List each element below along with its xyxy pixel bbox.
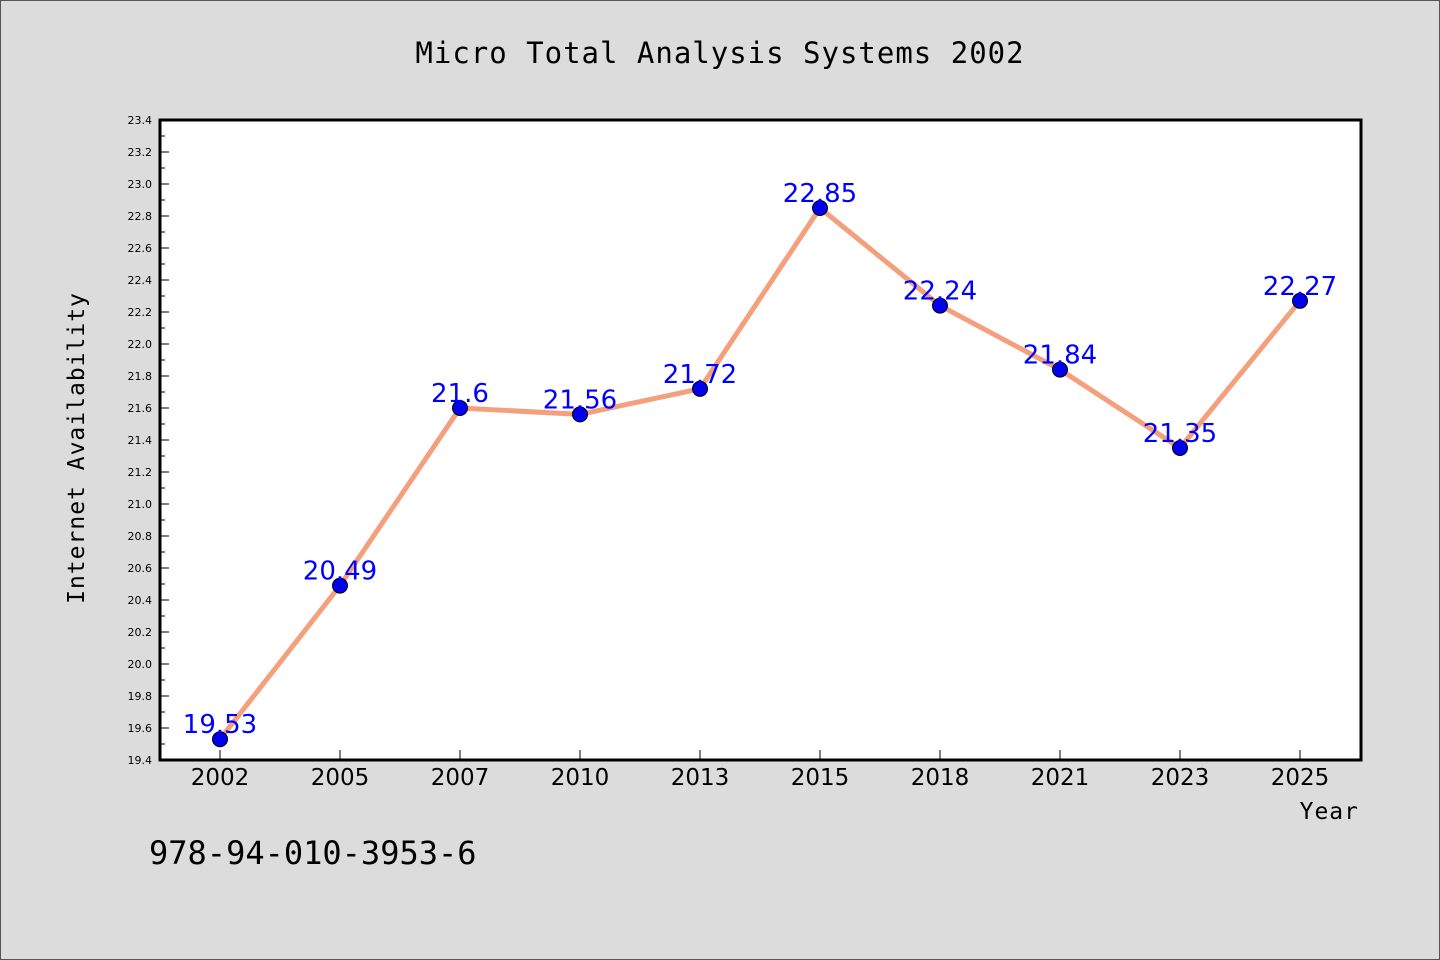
data-point — [932, 297, 948, 314]
y-tick-label: 23.0 — [128, 178, 153, 191]
data-point — [1172, 440, 1188, 456]
data-label: 20.49 — [303, 557, 377, 587]
data-label: 21.35 — [1143, 419, 1217, 449]
data-point — [572, 406, 588, 423]
plot-border — [158, 118, 1363, 762]
x-tick-label: 2007 — [431, 765, 490, 791]
data-point — [332, 577, 348, 594]
plot-area — [160, 120, 1361, 760]
x-tick-label: 2015 — [791, 765, 850, 791]
y-tick-label: 19.6 — [128, 722, 153, 735]
data-labels-group: 19.53 20.49 21.6 21.56 21.72 22.85 22.24 21.84 2… — [183, 179, 1337, 740]
y-tick-label: 23.2 — [128, 146, 153, 159]
y-tick-label: 22.8 — [128, 210, 153, 223]
chart-title: Micro Total Analysis Systems 2002 — [415, 36, 1024, 70]
y-tick-label: 20.8 — [128, 530, 153, 543]
y-tick-label: 20.2 — [128, 626, 153, 639]
y-tick-label: 21.6 — [128, 402, 153, 415]
data-point — [812, 200, 828, 216]
series-line — [217, 205, 1303, 742]
y-tick-label: 20.6 — [128, 562, 153, 575]
data-label: 21.56 — [543, 385, 617, 415]
data-point — [1052, 361, 1068, 378]
y-tick-label: 22.0 — [128, 338, 153, 351]
y-tick-label: 22.6 — [128, 242, 153, 255]
x-tick-label: 2023 — [1151, 765, 1210, 791]
data-point — [1292, 292, 1308, 309]
x-axis-ticks: 2002 2005 2007 2010 2013 2015 2018 2021 2023 2025 — [191, 750, 1330, 791]
x-tick-label: 2002 — [191, 765, 250, 791]
y-tick-label: 20.0 — [128, 658, 153, 671]
data-label: 22.85 — [783, 179, 857, 209]
y-tick-label: 19.4 — [128, 754, 153, 767]
y-tick-label: 22.4 — [128, 274, 153, 287]
x-tick-label: 2021 — [1031, 765, 1090, 791]
x-tick-label: 2010 — [551, 765, 610, 791]
y-tick-label: 21.8 — [128, 370, 153, 383]
data-label: 21.72 — [663, 360, 737, 390]
x-tick-label: 2005 — [311, 765, 370, 791]
x-tick-label: 2013 — [671, 765, 730, 791]
data-label: 19.53 — [183, 710, 257, 740]
data-label: 22.27 — [1263, 272, 1337, 302]
y-tick-label: 21.4 — [128, 434, 153, 447]
data-label: 21.6 — [431, 379, 489, 409]
series-group — [217, 205, 1303, 742]
data-point — [452, 400, 468, 416]
y-tick-label: 20.4 — [128, 594, 153, 607]
y-axis-label: Internet Availability — [64, 292, 90, 604]
y-tick-label: 22.2 — [128, 306, 153, 319]
y-tick-label: 23.4 — [128, 114, 153, 127]
footnote-isbn: 978-94-010-3953-6 — [149, 834, 477, 872]
x-tick-label: 2018 — [911, 765, 970, 791]
x-axis-label: Year — [1300, 799, 1359, 825]
markers-group — [212, 200, 1308, 748]
x-tick-label: 2025 — [1271, 765, 1330, 791]
data-point — [692, 380, 708, 397]
y-tick-label: 21.2 — [128, 466, 153, 479]
data-label: 21.84 — [1023, 341, 1097, 371]
data-label: 22.24 — [903, 277, 977, 307]
y-tick-label: 19.8 — [128, 690, 153, 703]
data-point — [212, 731, 228, 748]
y-tick-label: 21.0 — [128, 498, 153, 511]
y-axis-ticks: 19.4 19.6 19.8 20.0 20.2 20.4 20.6 20.8 21.0 21.2… — [128, 114, 169, 767]
